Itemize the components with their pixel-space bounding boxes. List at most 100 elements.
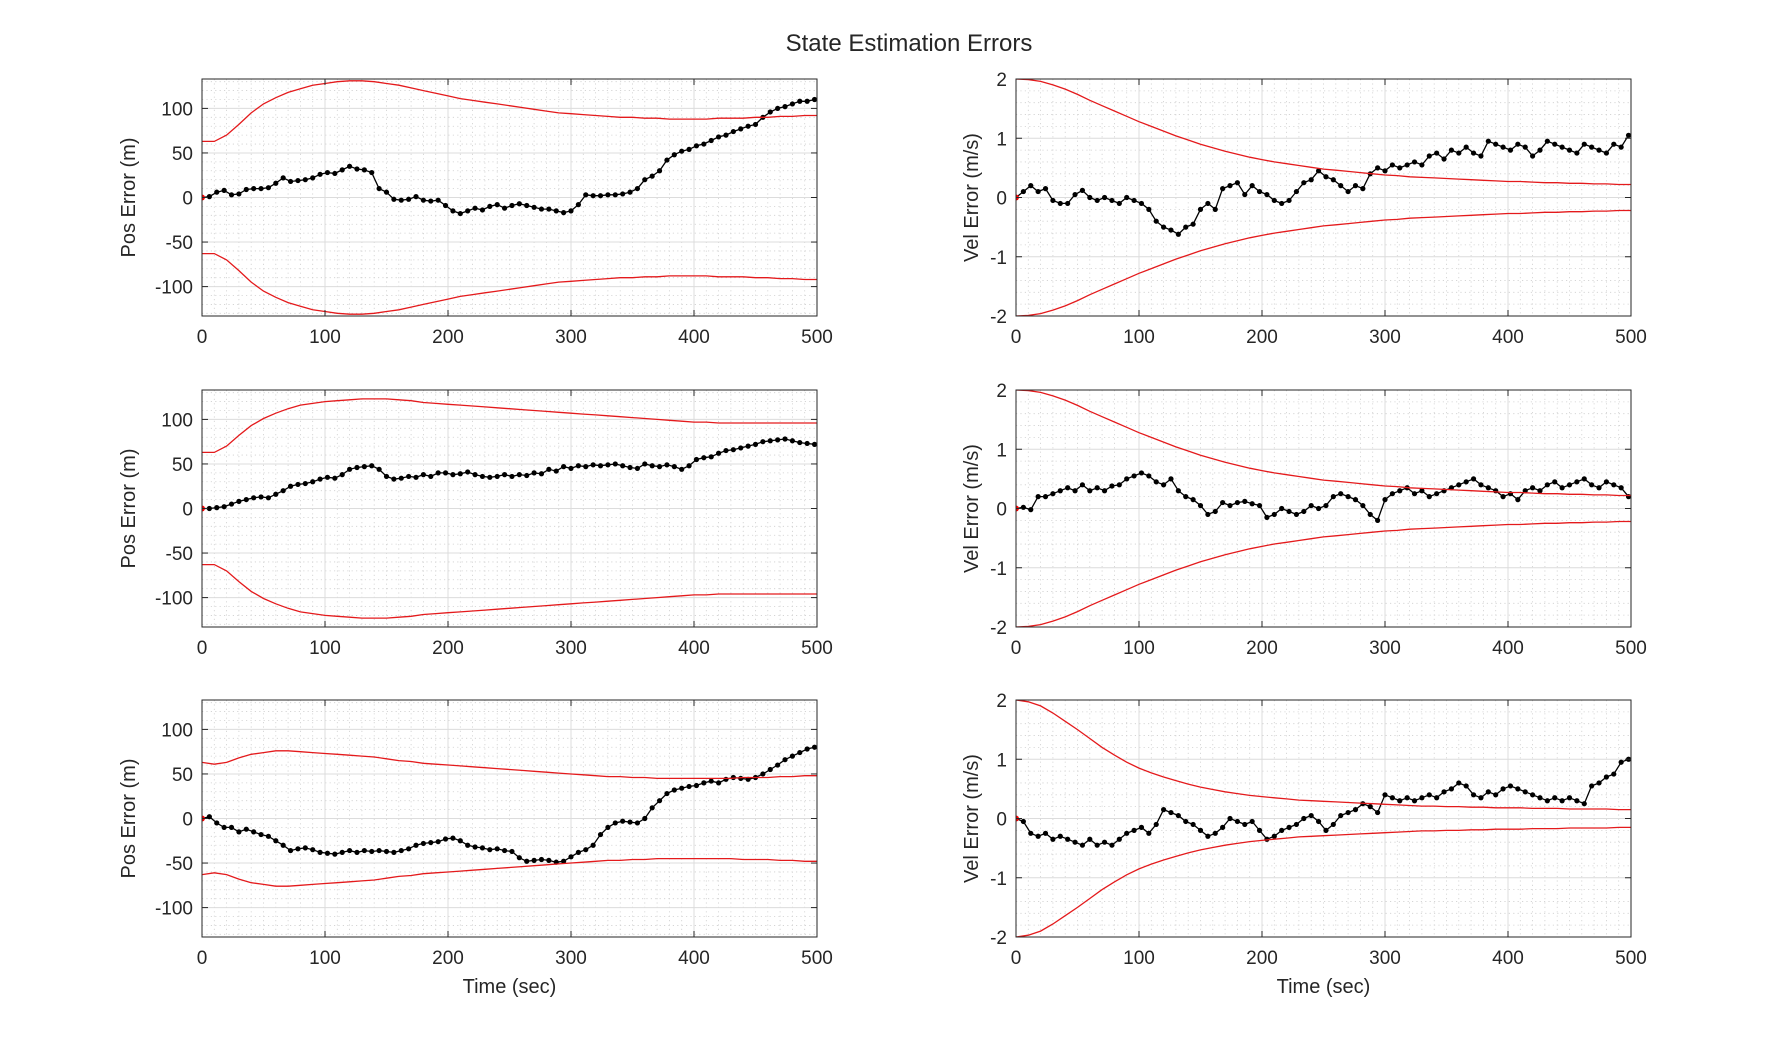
series-group — [1016, 79, 1631, 316]
error-point — [479, 845, 486, 851]
error-point — [295, 177, 301, 184]
y-tick-label: -100 — [155, 899, 193, 920]
x-tick-label: 500 — [801, 948, 833, 969]
y-tick-label: 50 — [172, 144, 193, 165]
error-point — [1094, 485, 1100, 491]
subplot-vel-2: 0 100 200 300 400 500 -2 -1 0 1 2 Vel Error (m/s) — [961, 381, 1647, 659]
error-point — [583, 464, 589, 470]
error-point — [1035, 494, 1041, 500]
x-tick-label: 400 — [678, 638, 710, 659]
error-point — [1212, 206, 1218, 212]
major-grid — [1016, 700, 1631, 937]
error-point — [1397, 798, 1403, 804]
error-point — [1566, 482, 1573, 488]
y-tick-label: -2 — [990, 307, 1007, 328]
y-tick-label: 0 — [996, 189, 1007, 210]
major-grid — [1016, 390, 1631, 627]
error-point — [391, 476, 397, 482]
error-point — [797, 98, 803, 104]
error-point — [634, 820, 641, 826]
error-point — [1094, 842, 1100, 848]
error-point — [723, 776, 729, 782]
error-point — [1308, 812, 1314, 819]
error-point — [546, 206, 552, 212]
y-tick-label: 50 — [172, 455, 193, 476]
error-point — [406, 196, 412, 202]
y-tick-label: -100 — [155, 589, 193, 610]
x-tick-label: 400 — [678, 948, 710, 969]
error-point — [649, 805, 655, 811]
error-point — [775, 105, 781, 112]
error-point — [1212, 508, 1218, 515]
error-point — [295, 481, 301, 488]
error-point — [538, 856, 545, 863]
error-point — [1094, 197, 1100, 204]
error-point — [811, 441, 817, 447]
error-point — [1109, 842, 1115, 848]
error-point — [789, 438, 796, 444]
error-point — [428, 473, 434, 480]
error-point — [1603, 774, 1609, 780]
error-point — [465, 469, 471, 475]
error-point — [214, 505, 220, 511]
error-point — [1419, 795, 1425, 801]
error-point — [302, 177, 308, 183]
error-point — [782, 757, 788, 763]
error-point — [1345, 494, 1351, 500]
error-point — [1478, 795, 1484, 801]
error-point — [524, 472, 530, 479]
error-point — [1301, 180, 1307, 186]
error-point — [472, 472, 478, 478]
y-axis-label: Pos Error (m) — [118, 449, 140, 569]
x-tick-label: 300 — [555, 948, 587, 969]
error-point — [686, 783, 692, 790]
error-point — [1153, 479, 1159, 485]
error-point — [280, 175, 286, 181]
error-point — [1522, 144, 1528, 150]
error-point — [265, 833, 272, 839]
error-point — [310, 847, 316, 853]
error-point — [597, 463, 604, 469]
error-point — [1042, 830, 1049, 836]
error-point — [782, 104, 788, 110]
error-point — [494, 846, 500, 852]
lower-bound-line — [1016, 209, 1631, 316]
y-tick-label: 100 — [161, 720, 193, 741]
error-point — [1352, 183, 1359, 189]
x-tick-label: 500 — [801, 327, 833, 348]
y-tick-label: 100 — [161, 410, 193, 431]
error-point — [649, 173, 655, 179]
error-point — [664, 790, 670, 797]
y-tick-label: -2 — [990, 618, 1007, 639]
error-point — [738, 445, 744, 451]
error-point — [612, 820, 618, 826]
error-point — [723, 132, 729, 138]
error-point — [1426, 494, 1432, 500]
error-point — [649, 463, 655, 469]
error-point — [575, 202, 581, 208]
error-point — [745, 443, 751, 449]
error-point — [1574, 479, 1580, 485]
error-point — [317, 476, 323, 482]
error-point — [1131, 473, 1137, 479]
error-point — [1522, 789, 1528, 795]
error-point — [1138, 824, 1145, 830]
y-tick-label: 2 — [996, 70, 1007, 91]
error-point — [620, 191, 626, 197]
x-tick-label: 400 — [1492, 638, 1524, 659]
error-point — [804, 440, 810, 447]
error-point — [760, 439, 766, 445]
error-point — [597, 831, 604, 838]
error-point — [413, 842, 419, 848]
error-point — [347, 466, 353, 472]
error-point — [538, 471, 545, 477]
error-point — [1603, 479, 1609, 485]
error-point — [1065, 836, 1071, 842]
error-point — [1161, 224, 1167, 230]
error-point — [1618, 485, 1624, 491]
error-point — [228, 501, 235, 507]
upper-bound-line — [1016, 700, 1631, 811]
x-axis-label: Time (sec) — [463, 976, 557, 998]
error-point — [1625, 132, 1631, 138]
y-tick-label: 0 — [182, 189, 193, 210]
